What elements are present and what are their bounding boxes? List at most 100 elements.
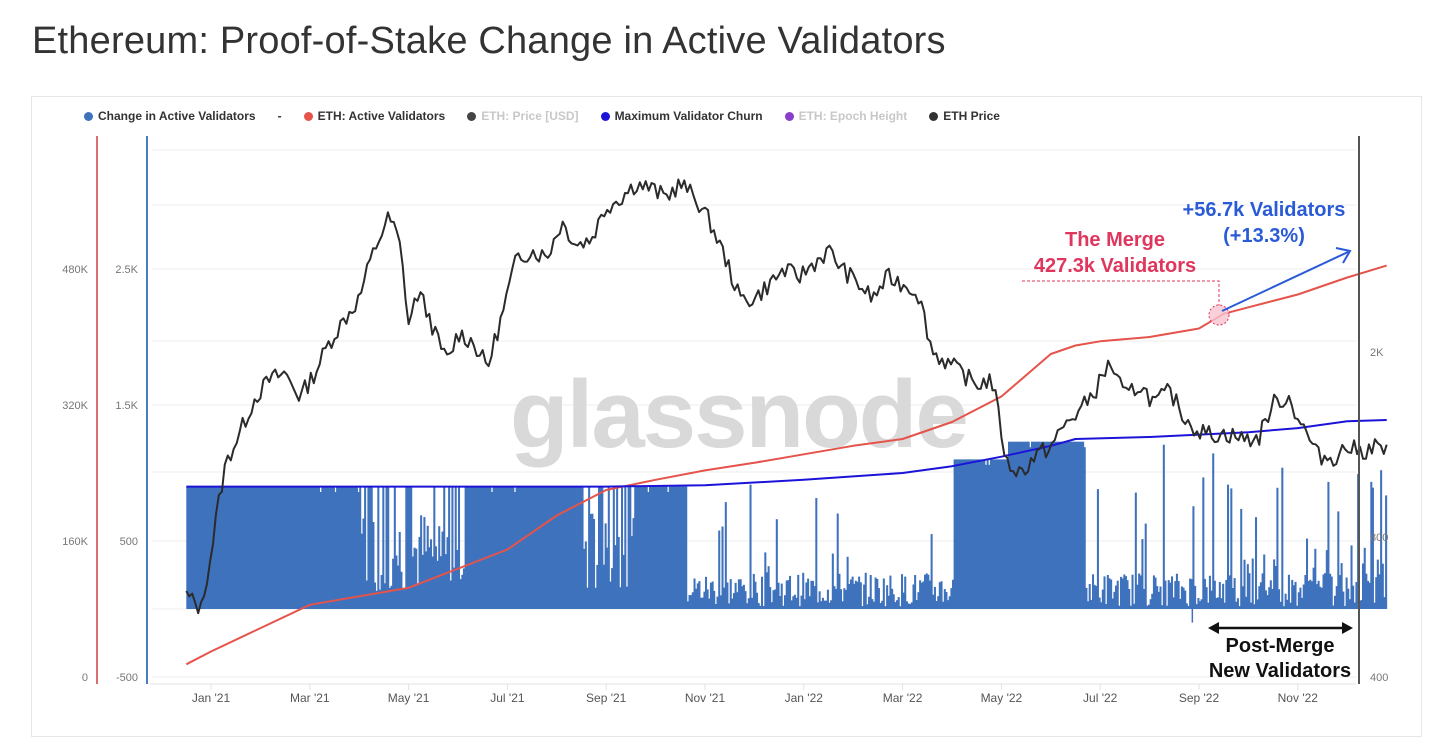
bar [492, 486, 495, 609]
bar [680, 486, 683, 609]
legend-item-change-in-active-validators[interactable]: Change in Active Validators [84, 109, 256, 123]
bar [1131, 574, 1134, 609]
bar [1014, 441, 1017, 609]
bar [462, 568, 465, 609]
bar [1009, 441, 1012, 609]
x-tick-label: Jan '21 [192, 691, 231, 705]
bar [191, 486, 194, 609]
bar [484, 486, 487, 609]
bar [1292, 585, 1295, 609]
bar [281, 486, 284, 609]
bar [887, 595, 890, 609]
legend-label: ETH: Epoch Height [798, 109, 908, 123]
bar [402, 588, 405, 609]
bar [751, 597, 754, 609]
bar [950, 588, 953, 609]
bar [1152, 575, 1155, 609]
bar [1250, 602, 1253, 609]
bar [868, 596, 871, 609]
bar [665, 486, 668, 609]
bar [227, 486, 230, 609]
bar [973, 459, 976, 609]
bar [1149, 599, 1152, 609]
bar [1012, 441, 1015, 609]
bar [234, 486, 237, 609]
legend-item-epoch-height[interactable]: ETH: Epoch Height [784, 109, 908, 123]
bar [825, 600, 828, 609]
bar [830, 600, 833, 609]
bar [1376, 559, 1379, 609]
bar [1118, 605, 1121, 609]
bar [385, 486, 388, 609]
bar [1233, 578, 1236, 609]
legend-item-maximum-validator-churn[interactable]: Maximum Validator Churn [600, 109, 763, 123]
page-title: Ethereum: Proof-of-Stake Change in Activ… [32, 20, 946, 62]
watermark: glassnode [510, 361, 967, 468]
bar [1100, 602, 1103, 609]
bar [270, 486, 273, 609]
bar [467, 486, 470, 609]
bar [1324, 573, 1327, 609]
bar [764, 552, 767, 609]
bar [1286, 599, 1289, 609]
bar [565, 486, 568, 609]
bar [596, 564, 599, 609]
legend-item-price-usd[interactable]: ETH: Price [USD] [467, 109, 579, 123]
bar [245, 486, 248, 609]
bar [833, 586, 836, 609]
bar [843, 588, 846, 609]
bar [624, 486, 627, 609]
x-tick-label: May '22 [981, 691, 1023, 705]
bar [1279, 601, 1282, 609]
bar [367, 486, 370, 609]
bar [331, 486, 334, 609]
legend-item-active-validators[interactable]: ETH: Active Validators [303, 109, 446, 123]
bar [1115, 585, 1118, 609]
bar [810, 580, 813, 609]
bar [1159, 586, 1162, 609]
bar [813, 586, 816, 609]
bar [1238, 606, 1241, 609]
bar [1343, 606, 1346, 609]
left-tick-0: 0 [82, 672, 88, 684]
bar [729, 579, 732, 609]
bar [346, 486, 349, 609]
bar [670, 486, 673, 609]
bar [622, 554, 625, 609]
bar [1134, 492, 1137, 609]
bar [214, 486, 217, 609]
bar [1174, 581, 1177, 609]
bar [362, 518, 365, 609]
bar [691, 592, 694, 609]
bar [739, 579, 742, 609]
bar [752, 574, 755, 609]
bar [354, 486, 357, 609]
bar [545, 486, 548, 609]
legend-item-eth-price[interactable]: ETH Price [929, 109, 1000, 123]
legend-label: ETH: Active Validators [317, 109, 446, 123]
bar [1077, 441, 1080, 609]
line-eth-price [185, 178, 1388, 615]
bar [960, 459, 963, 609]
bar [349, 486, 352, 609]
bar [709, 582, 712, 609]
bar [784, 595, 787, 609]
bar [746, 603, 749, 609]
bar [197, 486, 200, 609]
bar [510, 486, 513, 609]
bar [295, 486, 298, 609]
bar [789, 575, 792, 609]
bar [410, 486, 413, 609]
bar [1016, 441, 1019, 609]
bar [1284, 593, 1287, 609]
bar [1070, 441, 1073, 609]
bar [619, 587, 622, 609]
line-maximum-validator-churn [186, 419, 1387, 488]
legend-dot-icon [600, 111, 610, 121]
bar [589, 513, 592, 609]
bar [499, 486, 502, 609]
bar [319, 492, 322, 609]
bar [756, 592, 759, 609]
bar [817, 602, 820, 609]
bar [924, 574, 927, 609]
